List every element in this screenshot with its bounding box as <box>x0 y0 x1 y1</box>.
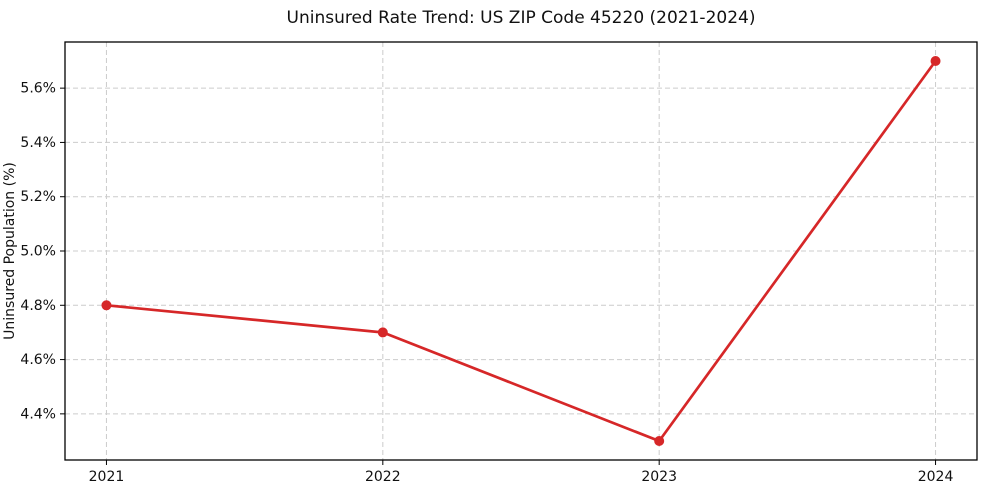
data-point-marker <box>930 56 941 66</box>
x-tick-label: 2024 <box>918 469 954 485</box>
y-axis-label: Uninsured Population (%) <box>2 162 18 340</box>
data-point-marker <box>654 436 665 446</box>
x-tick-label: 2022 <box>365 469 401 485</box>
data-point-marker <box>377 327 388 338</box>
y-tick-label: 5.0% <box>20 244 56 260</box>
y-tick-label: 4.8% <box>20 298 56 314</box>
chart-title: Uninsured Rate Trend: US ZIP Code 45220 … <box>286 8 756 28</box>
y-tick-label: 4.4% <box>20 406 56 422</box>
x-tick-label: 2021 <box>89 469 125 485</box>
x-tick-label: 2023 <box>641 469 677 485</box>
y-tick-label: 5.4% <box>20 135 56 151</box>
y-tick-label: 5.2% <box>20 189 56 205</box>
y-tick-label: 4.6% <box>20 352 56 368</box>
y-tick-label: 5.6% <box>20 81 56 97</box>
data-point-marker <box>101 300 112 311</box>
trend-line <box>105 59 937 443</box>
